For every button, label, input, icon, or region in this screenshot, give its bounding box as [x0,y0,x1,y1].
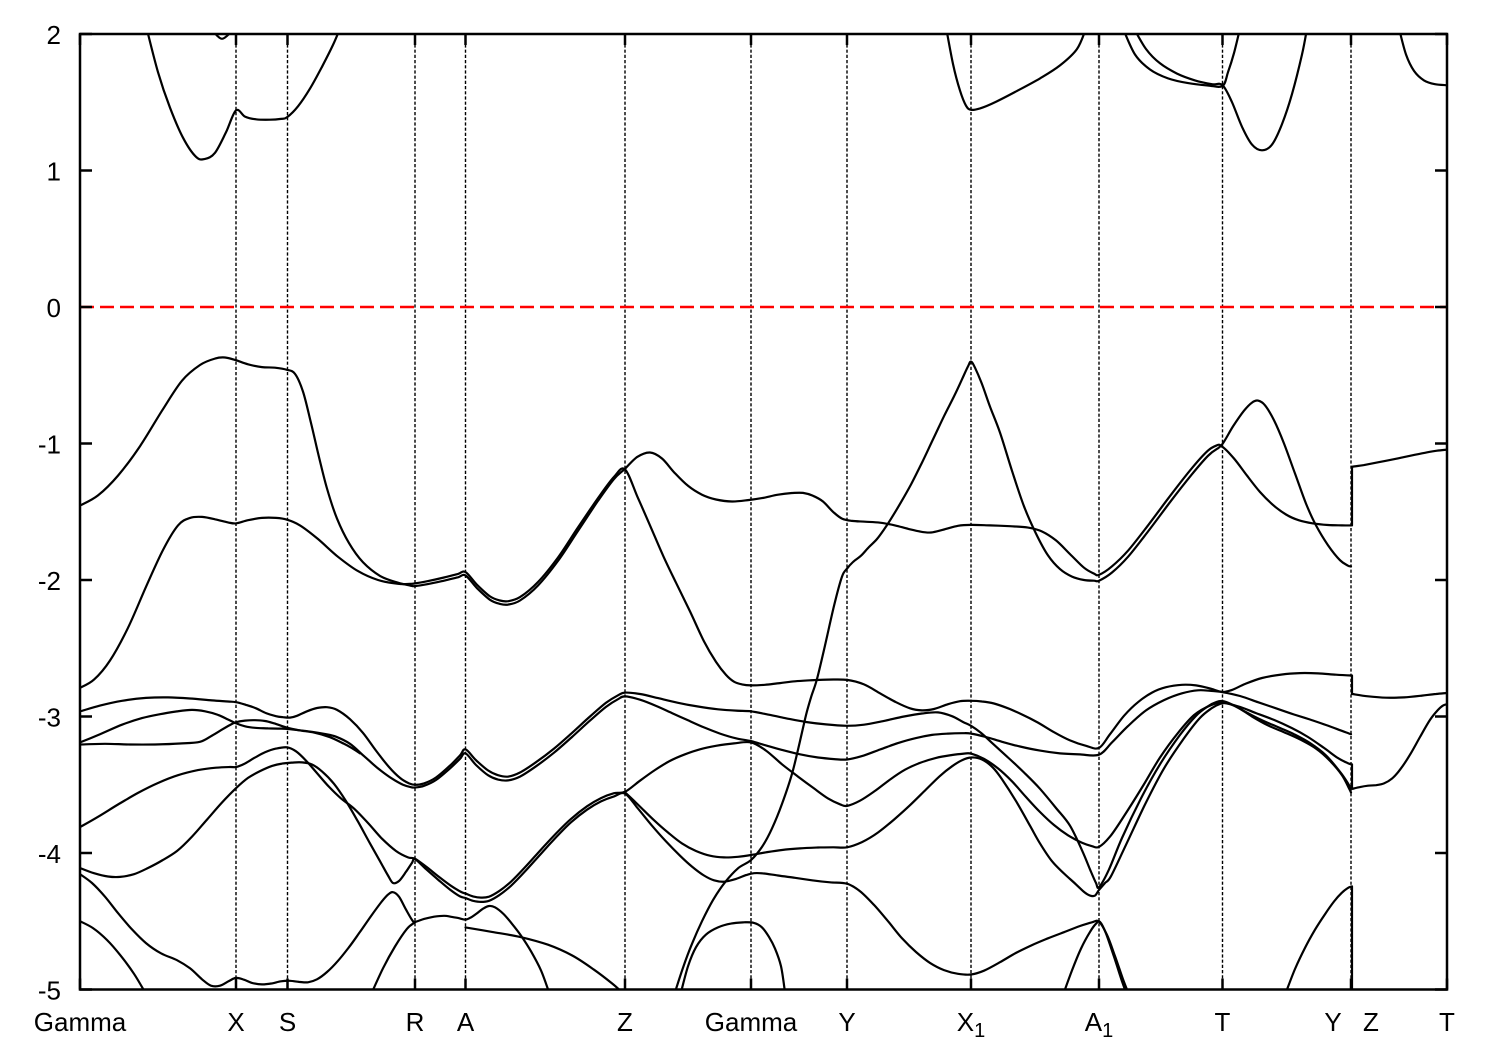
svg-text:2: 2 [47,20,61,50]
svg-text:T: T [1215,1007,1231,1037]
svg-text:Y: Y [1324,1007,1341,1037]
svg-text:A: A [457,1007,475,1037]
svg-text:T: T [1439,1007,1455,1037]
svg-text:Y: Y [838,1007,855,1037]
svg-text:R: R [406,1007,425,1037]
svg-text:0: 0 [47,293,61,323]
svg-text:-1: -1 [38,430,61,460]
svg-text:Z: Z [1363,1007,1379,1037]
svg-text:Gamma: Gamma [705,1007,798,1037]
svg-text:-4: -4 [38,839,61,869]
svg-text:X: X [227,1007,244,1037]
svg-text:1: 1 [47,157,61,187]
svg-text:Gamma: Gamma [34,1007,127,1037]
svg-text:S: S [279,1007,296,1037]
svg-text:-3: -3 [38,703,61,733]
svg-text:-5: -5 [38,976,61,1006]
svg-text:-2: -2 [38,566,61,596]
svg-text:Z: Z [617,1007,633,1037]
